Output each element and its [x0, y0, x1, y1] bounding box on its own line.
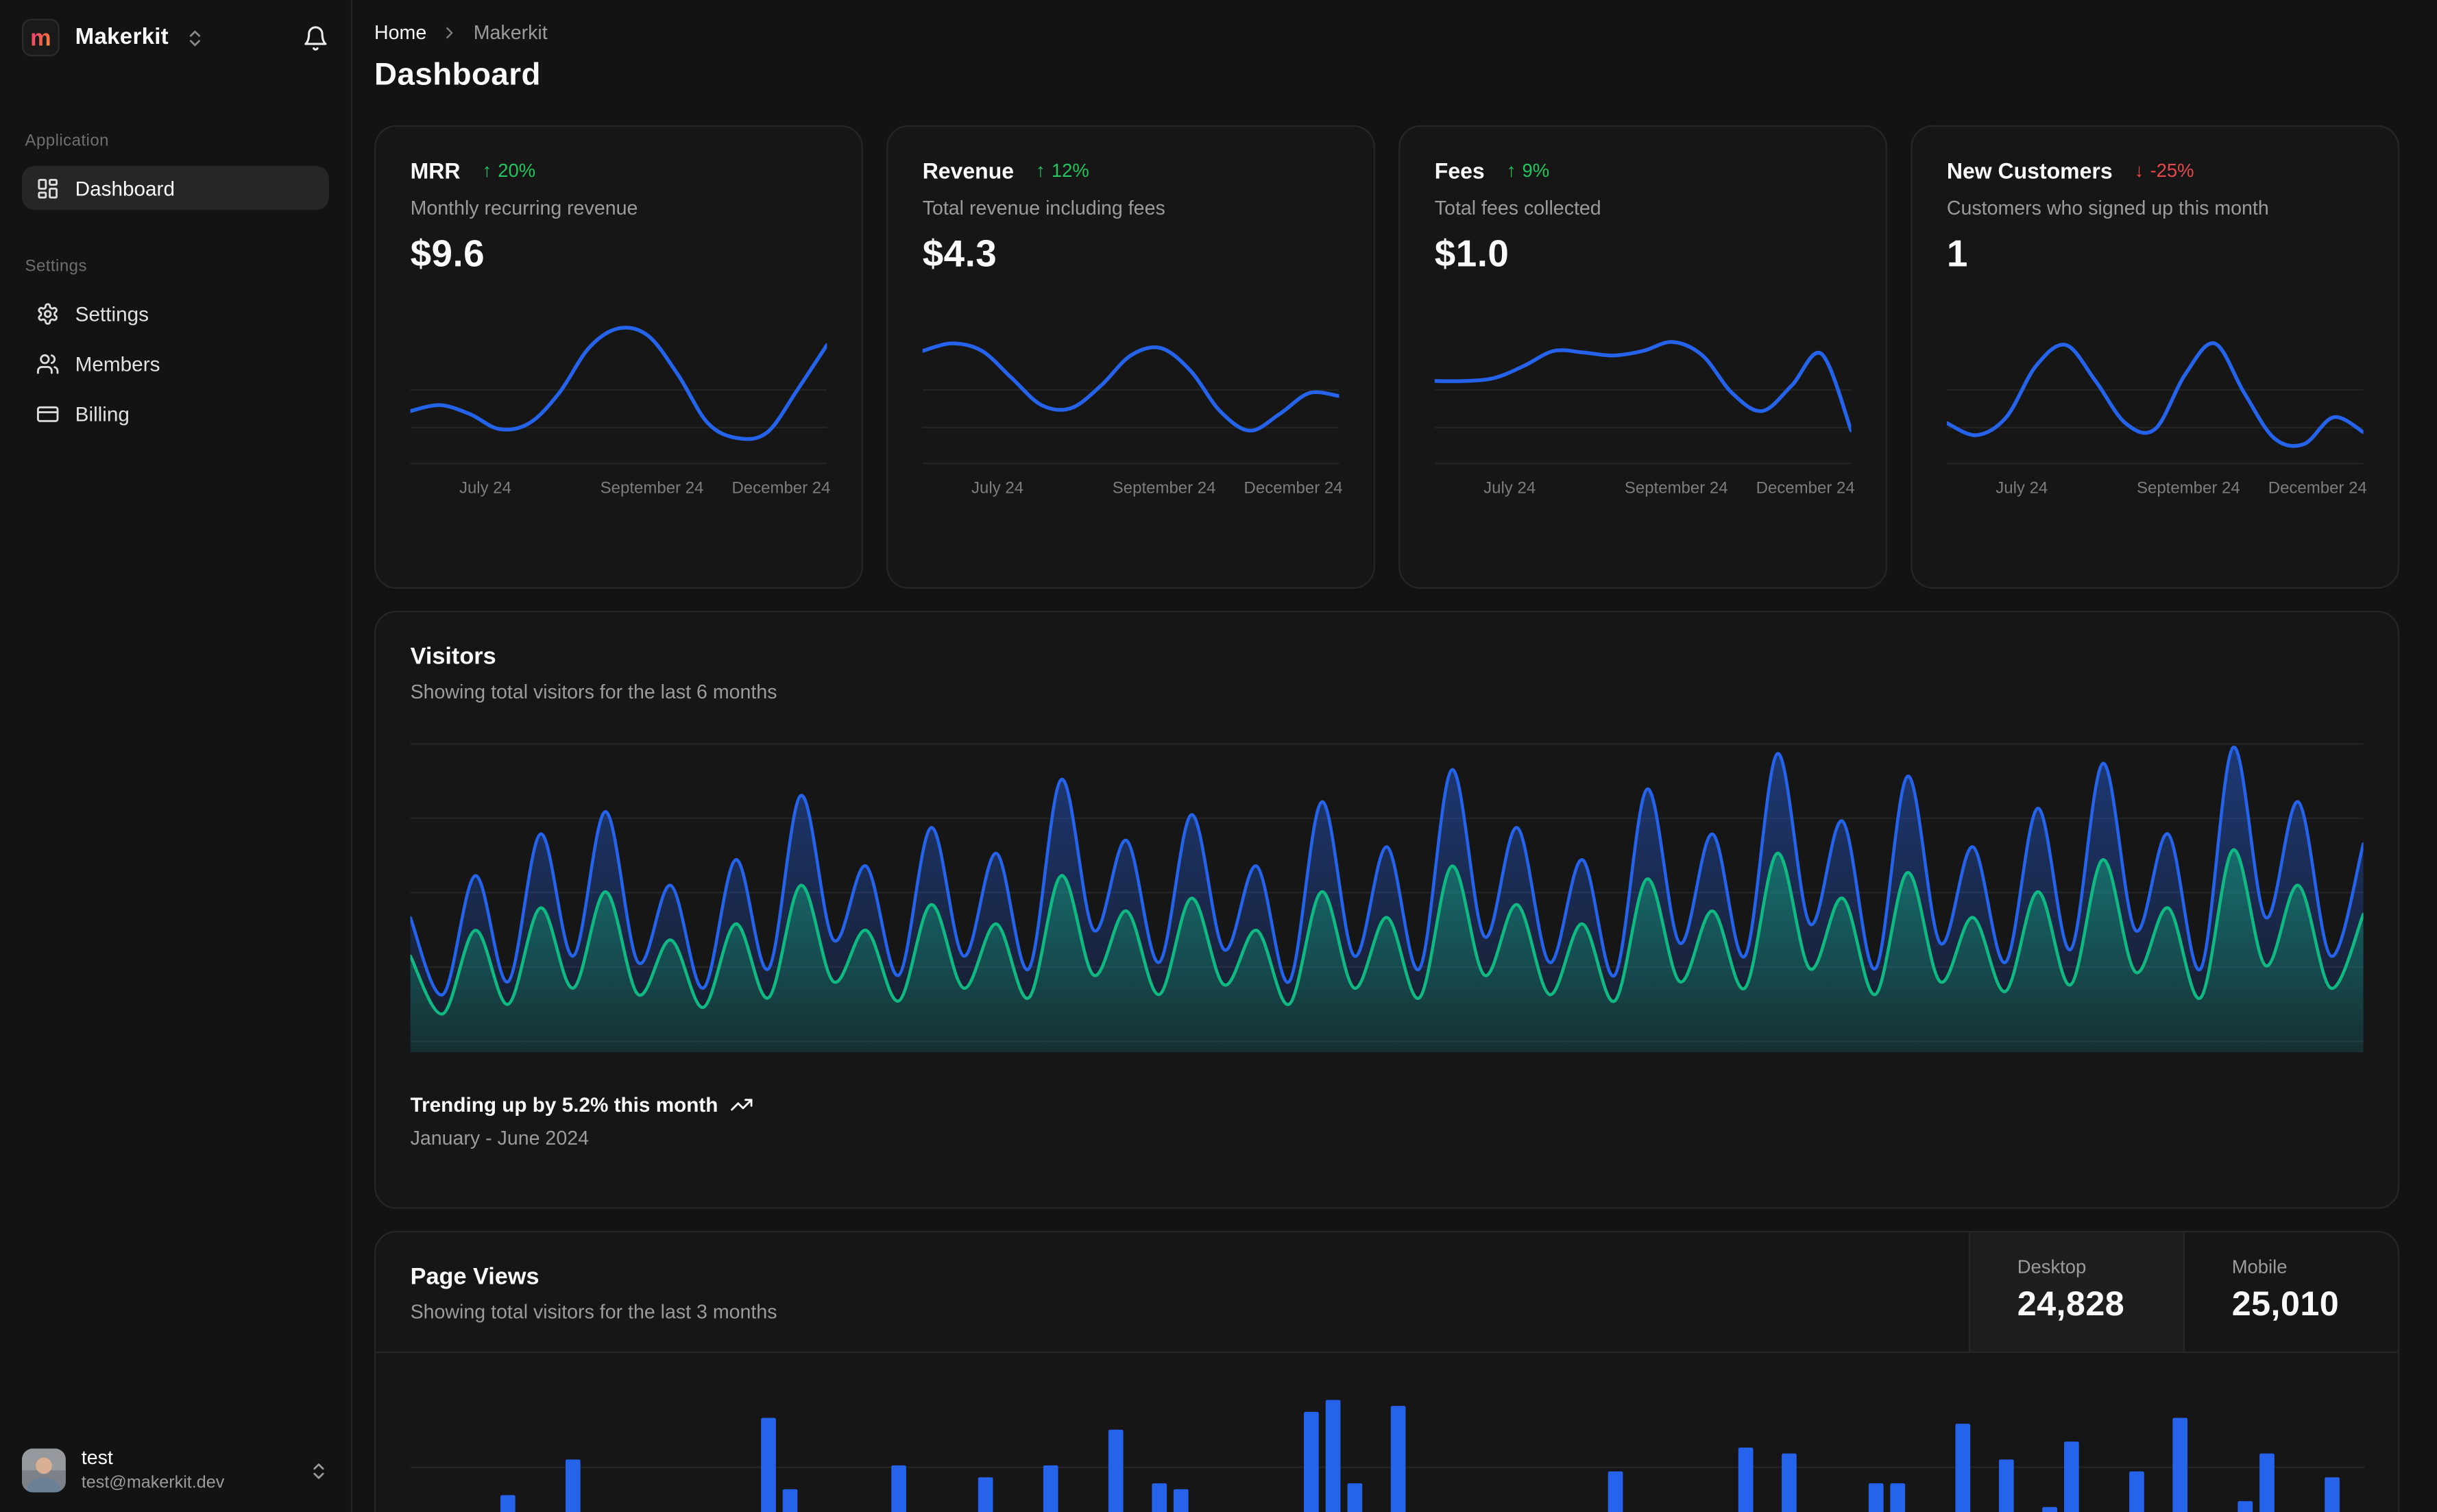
page-views-bar-chart — [410, 1400, 2365, 1512]
x-tick-label: July 24 — [459, 479, 511, 498]
toggle-desktop[interactable]: Desktop 24,828 — [1968, 1232, 2183, 1352]
sidebar-item-label: Billing — [75, 402, 130, 426]
x-tick-label: December 24 — [1244, 479, 1343, 498]
x-tick-label: September 24 — [2136, 479, 2240, 498]
breadcrumb-home-link[interactable]: Home — [374, 21, 427, 44]
page-title: Dashboard — [374, 58, 541, 93]
sidebar-item-dashboard[interactable]: Dashboard — [21, 166, 329, 210]
sidebar-item-members[interactable]: Members — [22, 341, 329, 385]
x-tick-label: July 24 — [1996, 479, 2048, 498]
trending-up-icon — [731, 1093, 754, 1117]
user-menu[interactable]: test test@makerkit.dev — [0, 1428, 351, 1512]
nav-section-settings: Settings — [25, 256, 87, 276]
gear-icon — [36, 302, 60, 325]
stat-description: Monthly recurring revenue — [410, 197, 638, 219]
user-info: test test@makerkit.dev — [82, 1447, 224, 1493]
user-name: test — [81, 1447, 113, 1470]
mrr-sparkline-chart — [410, 326, 827, 465]
arrow-up-icon: ↑ — [1506, 160, 1516, 182]
toggle-mobile[interactable]: Mobile 25,010 — [2183, 1232, 2398, 1352]
stat-card-fees: Fees ↑ 9% Total fees collected $1.0 July … — [1398, 125, 1888, 589]
x-tick-label: December 24 — [2268, 479, 2367, 498]
sidebar-nav: Application Dashboard Settings Settings — [0, 132, 351, 435]
sparkline-x-labels: July 24 September 24 December 24 — [1947, 479, 2367, 504]
stat-value: $9.6 — [410, 233, 485, 276]
visitors-card: Visitors Showing total visitors for the … — [374, 611, 2400, 1209]
trend-badge: ↑ 12% — [1036, 160, 1089, 182]
page-views-card: Page Views Showing total visitors for th… — [374, 1230, 2400, 1512]
stat-cards-row: MRR ↑ 20% Monthly recurring revenue $9.6 … — [374, 125, 2400, 589]
stat-title: New Customers — [1946, 158, 2113, 184]
stat-value: 1 — [1946, 233, 1968, 276]
breadcrumb-current: Makerkit — [473, 21, 548, 44]
arrow-down-icon: ↓ — [2134, 160, 2144, 182]
sparkline-x-labels: July 24 September 24 December 24 — [923, 479, 1343, 504]
user-email: test@makerkit.dev — [81, 1473, 225, 1492]
visitors-area-chart — [410, 743, 2364, 1053]
toggle-label: Mobile — [2231, 1256, 2288, 1278]
makerkit-logo: m — [21, 19, 60, 57]
stat-card-revenue: Revenue ↑ 12% Total revenue including fee… — [886, 125, 1375, 589]
sidebar: m Makerkit Application Dashboard Set — [0, 0, 353, 1512]
x-tick-label: September 24 — [600, 479, 704, 498]
x-tick-label: September 24 — [1112, 479, 1216, 498]
stat-title: Revenue — [922, 158, 1015, 184]
revenue-sparkline-chart — [922, 341, 1339, 465]
sidebar-item-label: Members — [75, 351, 160, 376]
device-toggles: Desktop 24,828 Mobile 25,010 — [1968, 1232, 2398, 1352]
sparkline-x-labels: July 24 September 24 December 24 — [1435, 479, 1855, 504]
sidebar-item-label: Settings — [75, 301, 149, 326]
dashboard-icon — [36, 176, 60, 199]
stat-card-new-customers: New Customers ↓ -25% Customers who signed… — [1911, 125, 2400, 589]
visitors-trend: Trending up by 5.2% this month — [411, 1093, 2364, 1117]
sidebar-item-label: Dashboard — [75, 176, 175, 200]
avatar — [21, 1448, 66, 1493]
chevron-right-icon — [441, 23, 459, 42]
sparkline-x-labels: July 24 September 24 December 24 — [411, 479, 831, 504]
sidebar-item-settings[interactable]: Settings — [22, 291, 329, 335]
x-tick-label: December 24 — [1756, 479, 1855, 498]
stat-description: Total revenue including fees — [922, 197, 1165, 219]
stat-title: MRR — [410, 158, 461, 184]
chevrons-up-down-icon[interactable] — [184, 27, 205, 48]
page-views-description: Showing total visitors for the last 3 mo… — [410, 1301, 777, 1324]
workspace-selector[interactable]: m Makerkit — [0, 0, 351, 75]
stat-value: $1.0 — [1434, 233, 1510, 276]
new-customers-sparkline-chart — [1946, 341, 2364, 465]
page-views-header: Page Views Showing total visitors for th… — [376, 1232, 2398, 1353]
trend-badge: ↓ -25% — [2134, 160, 2194, 182]
stat-description: Customers who signed up this month — [1946, 197, 2269, 219]
visitors-description: Showing total visitors for the last 6 mo… — [410, 681, 777, 703]
page-views-title: Page Views — [410, 1263, 539, 1291]
stat-value: $4.3 — [922, 233, 997, 276]
arrow-up-icon: ↑ — [1036, 160, 1045, 182]
breadcrumb: Home Makerkit — [374, 22, 2399, 44]
users-icon — [36, 352, 60, 375]
nav-section-application: Application — [25, 131, 109, 151]
x-tick-label: September 24 — [1624, 479, 1728, 498]
x-tick-label: July 24 — [1483, 479, 1536, 498]
visitors-range: January - June 2024 — [410, 1127, 589, 1149]
stat-description: Total fees collected — [1434, 197, 1601, 219]
chevrons-up-down-icon[interactable] — [308, 1461, 329, 1481]
toggle-value: 24,828 — [2017, 1284, 2125, 1324]
stat-title: Fees — [1434, 158, 1485, 184]
main-content: Home Makerkit Dashboard MRR ↑ 20% Monthly… — [352, 0, 2437, 1512]
fees-sparkline-chart — [1434, 340, 1852, 465]
x-tick-label: December 24 — [731, 479, 831, 498]
trend-badge: ↑ 9% — [1506, 160, 1550, 182]
trend-badge: ↑ 20% — [482, 160, 536, 182]
bell-icon[interactable] — [302, 24, 329, 51]
sidebar-item-billing[interactable]: Billing — [22, 391, 329, 435]
workspace-name: Makerkit — [75, 25, 169, 51]
credit-card-icon — [36, 402, 60, 425]
toggle-label: Desktop — [2017, 1256, 2087, 1278]
toggle-value: 25,010 — [2231, 1284, 2340, 1324]
stat-card-mrr: MRR ↑ 20% Monthly recurring revenue $9.6 … — [374, 125, 863, 589]
x-tick-label: July 24 — [971, 479, 1024, 498]
visitors-title: Visitors — [410, 644, 496, 670]
arrow-up-icon: ↑ — [482, 160, 492, 182]
